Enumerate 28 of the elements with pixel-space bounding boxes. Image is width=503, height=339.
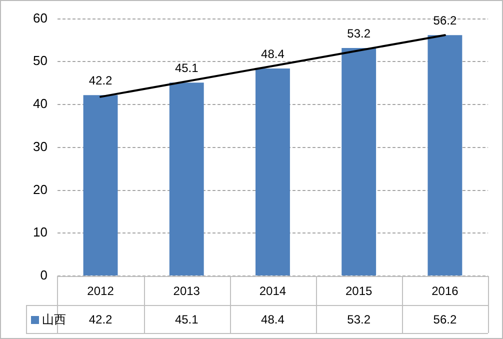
data-label: 48.4 <box>261 312 285 326</box>
bar <box>342 48 376 276</box>
y-tick-label: 20 <box>32 182 48 197</box>
x-tick-label: 2016 <box>432 284 459 298</box>
data-label: 42.2 <box>88 312 113 326</box>
y-tick-label: 30 <box>32 138 48 154</box>
data-label: 45.1 <box>174 312 199 326</box>
x-tick-label: 2014 <box>259 284 286 298</box>
data-label: 56.2 <box>433 312 457 326</box>
data-label: 53.2 <box>347 312 371 326</box>
text: 53.2 <box>347 26 371 40</box>
y-tick-label: 60 <box>32 10 48 26</box>
text: 45.1 <box>174 60 198 75</box>
text: 42.2 <box>88 73 112 88</box>
x-tick-label: 2013 <box>173 284 200 298</box>
text: 56.2 <box>433 13 457 28</box>
y-tick-label: 10 <box>32 224 48 240</box>
y-tick-label: 40 <box>32 96 48 112</box>
bar <box>428 35 462 276</box>
x-tick-label: 2012 <box>87 284 114 298</box>
y-tick-label: 0 <box>40 268 48 283</box>
legend-label: 山西 <box>42 312 66 326</box>
text: 48.4 <box>261 46 284 61</box>
bar <box>256 68 290 276</box>
x-tick-label: 2015 <box>345 284 373 298</box>
bar <box>169 82 204 276</box>
y-tick-label: 50 <box>32 53 48 68</box>
bar <box>83 95 118 276</box>
